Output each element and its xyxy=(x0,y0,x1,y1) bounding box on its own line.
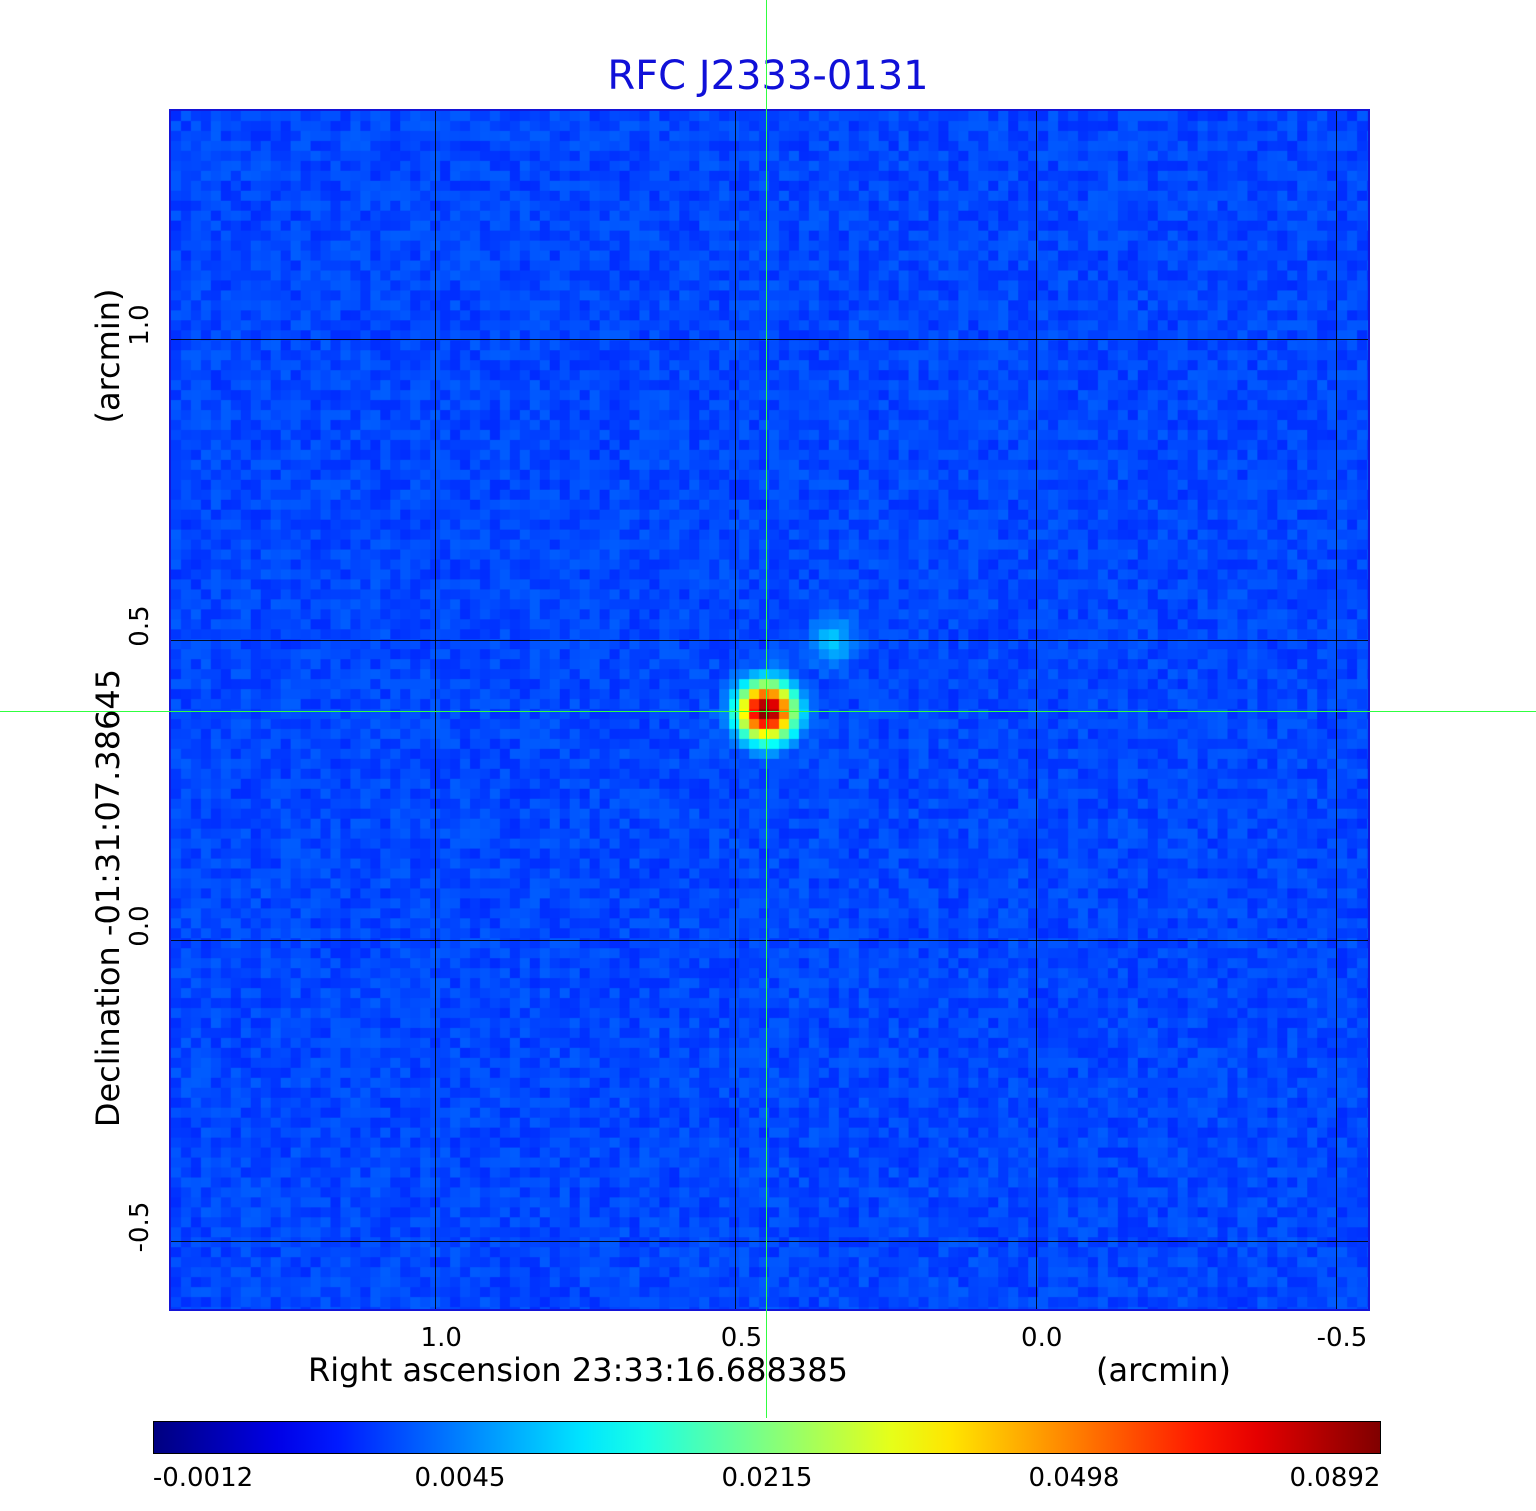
plot-area[interactable] xyxy=(169,109,1370,1311)
crosshair-horizontal xyxy=(0,711,1536,712)
colorbar-tick-label: 0.0892 xyxy=(1289,1463,1381,1493)
x-tick-label: 0.5 xyxy=(720,1323,763,1353)
y-axis-unit: (arcmin) xyxy=(89,288,127,424)
y-tick-label: 0.0 xyxy=(125,905,155,948)
crosshair-vertical xyxy=(766,0,767,1418)
grid-line-y xyxy=(171,940,1368,942)
colorbar-tick-label: 0.0215 xyxy=(721,1463,813,1493)
colorbar-tick-label: 0.0045 xyxy=(414,1463,506,1493)
colorbar xyxy=(153,1421,1381,1454)
grid-line-y xyxy=(171,1240,1368,1242)
y-tick-label: 1.0 xyxy=(125,304,155,347)
y-axis-label: Declination -01:31:07.38645 xyxy=(89,668,127,1128)
x-axis-unit: (arcmin) xyxy=(1096,1351,1231,1389)
grid-line-y xyxy=(171,339,1368,341)
intensity-map xyxy=(171,111,1368,1309)
grid-line-x xyxy=(1035,111,1037,1309)
grid-line-x xyxy=(735,111,737,1309)
colorbar-tick-label: -0.0012 xyxy=(152,1463,254,1493)
x-axis-label: Right ascension 23:33:16.688385 xyxy=(308,1351,848,1389)
grid-line-y xyxy=(171,639,1368,641)
colorbar-tick-label: 0.0498 xyxy=(1028,1463,1120,1493)
y-tick-label: -0.5 xyxy=(125,1201,155,1253)
x-tick-label: -0.5 xyxy=(1316,1323,1368,1353)
grid-line-x xyxy=(1335,111,1337,1309)
chart-title: RFC J2333-0131 xyxy=(607,53,929,99)
x-tick-label: 1.0 xyxy=(420,1323,462,1353)
grid-line-x xyxy=(435,111,437,1309)
y-tick-label: 0.5 xyxy=(125,605,155,647)
x-tick-label: 0.0 xyxy=(1021,1323,1063,1353)
